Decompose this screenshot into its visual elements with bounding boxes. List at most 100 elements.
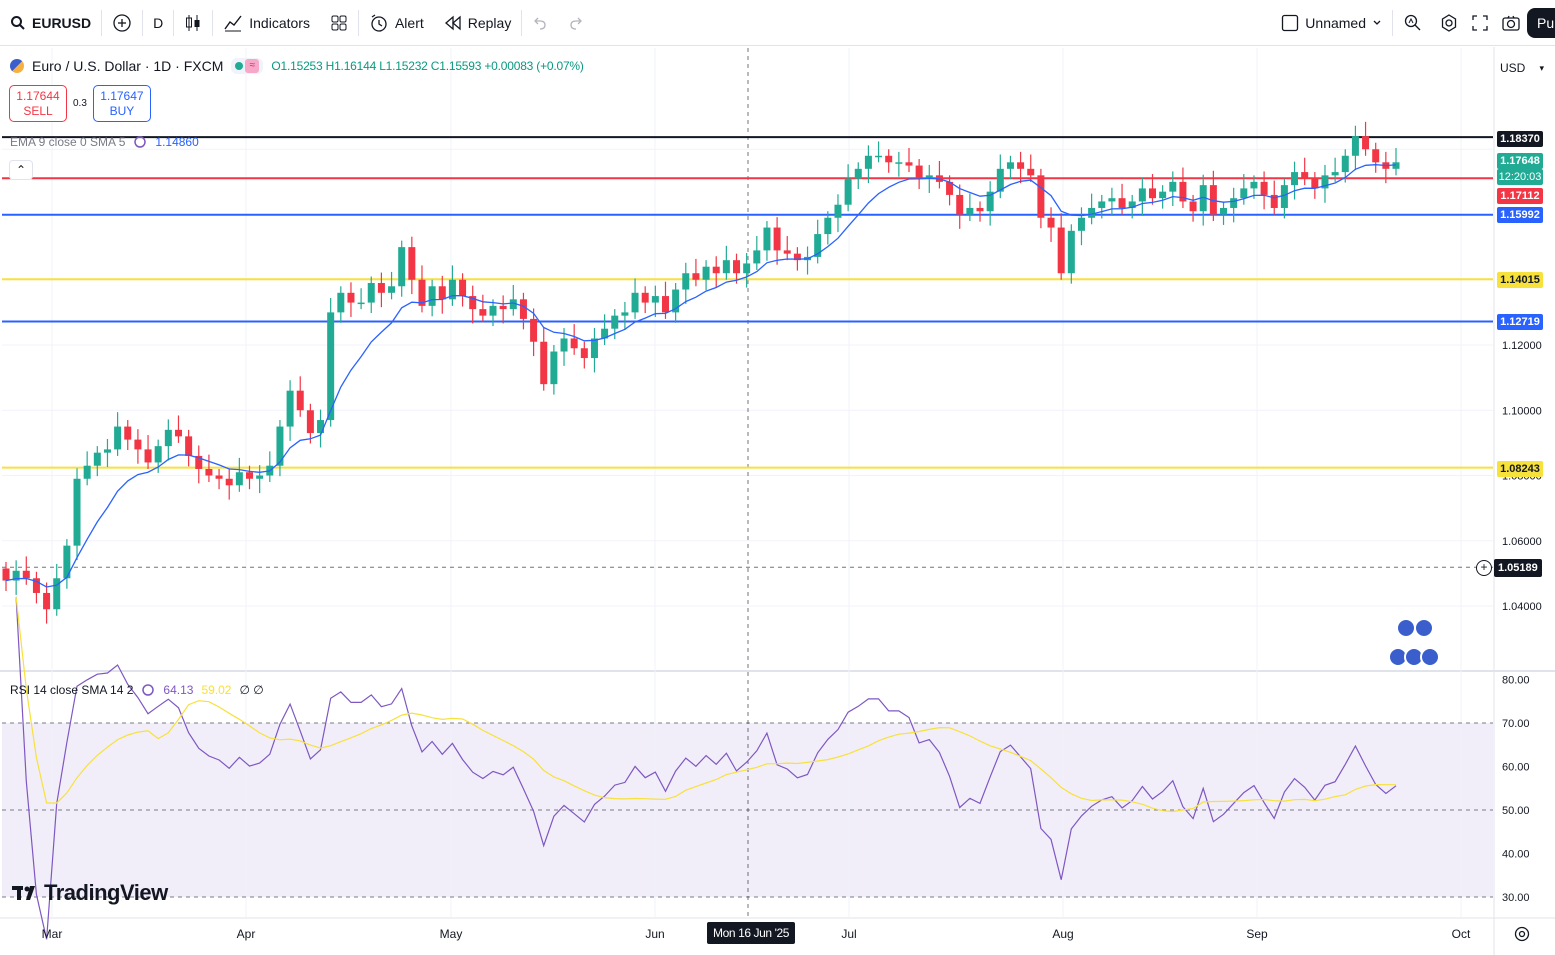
candle-body (469, 296, 477, 310)
candle-body (317, 420, 325, 434)
price-axis-label: 1.17648 (1497, 153, 1543, 169)
candle-body (1057, 227, 1065, 274)
candle-body (195, 455, 203, 469)
candle-body (185, 436, 193, 456)
candle-body (1362, 136, 1370, 150)
publish-button[interactable]: Pu (1527, 8, 1555, 38)
rsi-legend[interactable]: RSI 14 close SMA 14 2 64.13 59.02 ∅ ∅ (10, 683, 264, 697)
sell-button[interactable]: 1.17644 SELL (9, 85, 67, 122)
replay-button[interactable]: Replay (434, 0, 522, 46)
candle-body (489, 305, 497, 316)
price-axis-label: 1.14015 (1497, 272, 1543, 288)
candle-body (621, 312, 629, 316)
candle-body (601, 328, 609, 339)
candle-body (661, 296, 669, 313)
add-alert-plus-icon[interactable]: + (1476, 560, 1492, 576)
time-tick-label: Aug (1052, 927, 1073, 941)
market-open-dot-icon (235, 62, 244, 70)
candle-body (154, 446, 162, 463)
candle-body (1077, 217, 1085, 231)
symbol-search-button[interactable]: EURUSD (0, 0, 101, 46)
candle-body (692, 273, 700, 280)
price-axis-label: 12:20:03 (1497, 169, 1543, 185)
time-tick-label: Sep (1246, 927, 1268, 941)
candle-body (235, 472, 243, 486)
fullscreen-button[interactable] (1465, 0, 1495, 46)
candle-body (215, 475, 223, 479)
candle-body (986, 191, 994, 212)
symbol-legend: Euro / U.S. Dollar · 1D · FXCM ≈ O1.1525… (10, 58, 584, 74)
candle-body (1250, 181, 1258, 189)
price-tick-label: 1.12000 (1502, 340, 1542, 352)
top-toolbar: EURUSD D Indicators Alert Replay (0, 0, 1555, 46)
snapshot-button[interactable] (1495, 0, 1527, 46)
chart-type-button[interactable] (174, 0, 212, 46)
candle-body (499, 305, 507, 310)
interval-button[interactable]: D (143, 0, 173, 46)
candle-body (367, 283, 375, 303)
status-pill[interactable]: ≈ (231, 58, 264, 74)
candle-body (1291, 172, 1299, 186)
logo-text: TradingView (44, 880, 168, 905)
layout-menu-button[interactable]: Unnamed (1271, 0, 1392, 46)
quick-search-button[interactable] (1393, 0, 1433, 46)
templates-button[interactable] (320, 0, 358, 46)
candle-body (631, 292, 639, 313)
candle-body (32, 578, 40, 593)
alert-button[interactable]: Alert (359, 0, 434, 46)
symbol-title[interactable]: Euro / U.S. Dollar · 1D · FXCM (32, 58, 224, 74)
toolbar-right: Unnamed Pu (1271, 0, 1555, 46)
candle-body (1199, 185, 1207, 212)
undo-button[interactable] (522, 0, 558, 46)
candle-body (256, 475, 264, 479)
rsi-tick-label: 80.00 (1502, 675, 1530, 687)
candle-body (956, 194, 964, 215)
candle-body (844, 178, 852, 205)
buy-button[interactable]: 1.17647 BUY (92, 85, 151, 122)
candle-body (83, 465, 91, 479)
candle-body (306, 410, 314, 434)
candle-body (418, 279, 426, 306)
rsi-extra: ∅ ∅ (239, 683, 264, 697)
currency-label: USD (1500, 61, 1526, 75)
symbol-name: EURUSD (32, 14, 92, 31)
candle-body (550, 351, 558, 385)
candle-body (743, 263, 751, 274)
candle-body (1037, 175, 1045, 218)
candle-body (1260, 181, 1268, 195)
candle-body (1148, 188, 1156, 199)
candle-body (1169, 181, 1177, 192)
candle-body (864, 155, 872, 169)
time-tick-label: Jun (645, 927, 664, 941)
candle-body (996, 168, 1004, 192)
candle-body (164, 429, 172, 447)
candle-body (327, 312, 335, 421)
collapse-legend-button[interactable]: ⌃ (9, 160, 33, 180)
time-tick-label: Oct (1452, 927, 1471, 941)
candle-body (570, 338, 578, 349)
replay-icon (444, 15, 461, 30)
candle-body (1017, 162, 1025, 169)
indicators-button[interactable]: Indicators (213, 0, 320, 46)
candle-body (357, 302, 365, 305)
candle-body (895, 162, 903, 164)
candle-body (428, 286, 436, 306)
rsi-tick-label: 30.00 (1502, 892, 1530, 904)
candle-body (905, 162, 913, 166)
candle-body (377, 283, 385, 293)
candle-body (966, 207, 974, 215)
candle-body (509, 299, 517, 310)
ema-legend[interactable]: EMA 9 close 0 SMA 5 1.14860 (10, 135, 199, 149)
currency-selector[interactable]: USD ▾ (1496, 58, 1548, 78)
tradingview-logo[interactable]: TradingView (12, 880, 168, 906)
candle-body (63, 545, 71, 579)
crosshair-price-tag[interactable]: + 1.05189 (1476, 559, 1542, 577)
compare-symbol-button[interactable] (102, 0, 142, 46)
settings-button[interactable] (1433, 0, 1465, 46)
candle-body (1372, 149, 1380, 163)
axis-settings-gear-icon[interactable] (1512, 924, 1532, 944)
divider (212, 9, 214, 36)
redo-button[interactable] (558, 0, 594, 46)
